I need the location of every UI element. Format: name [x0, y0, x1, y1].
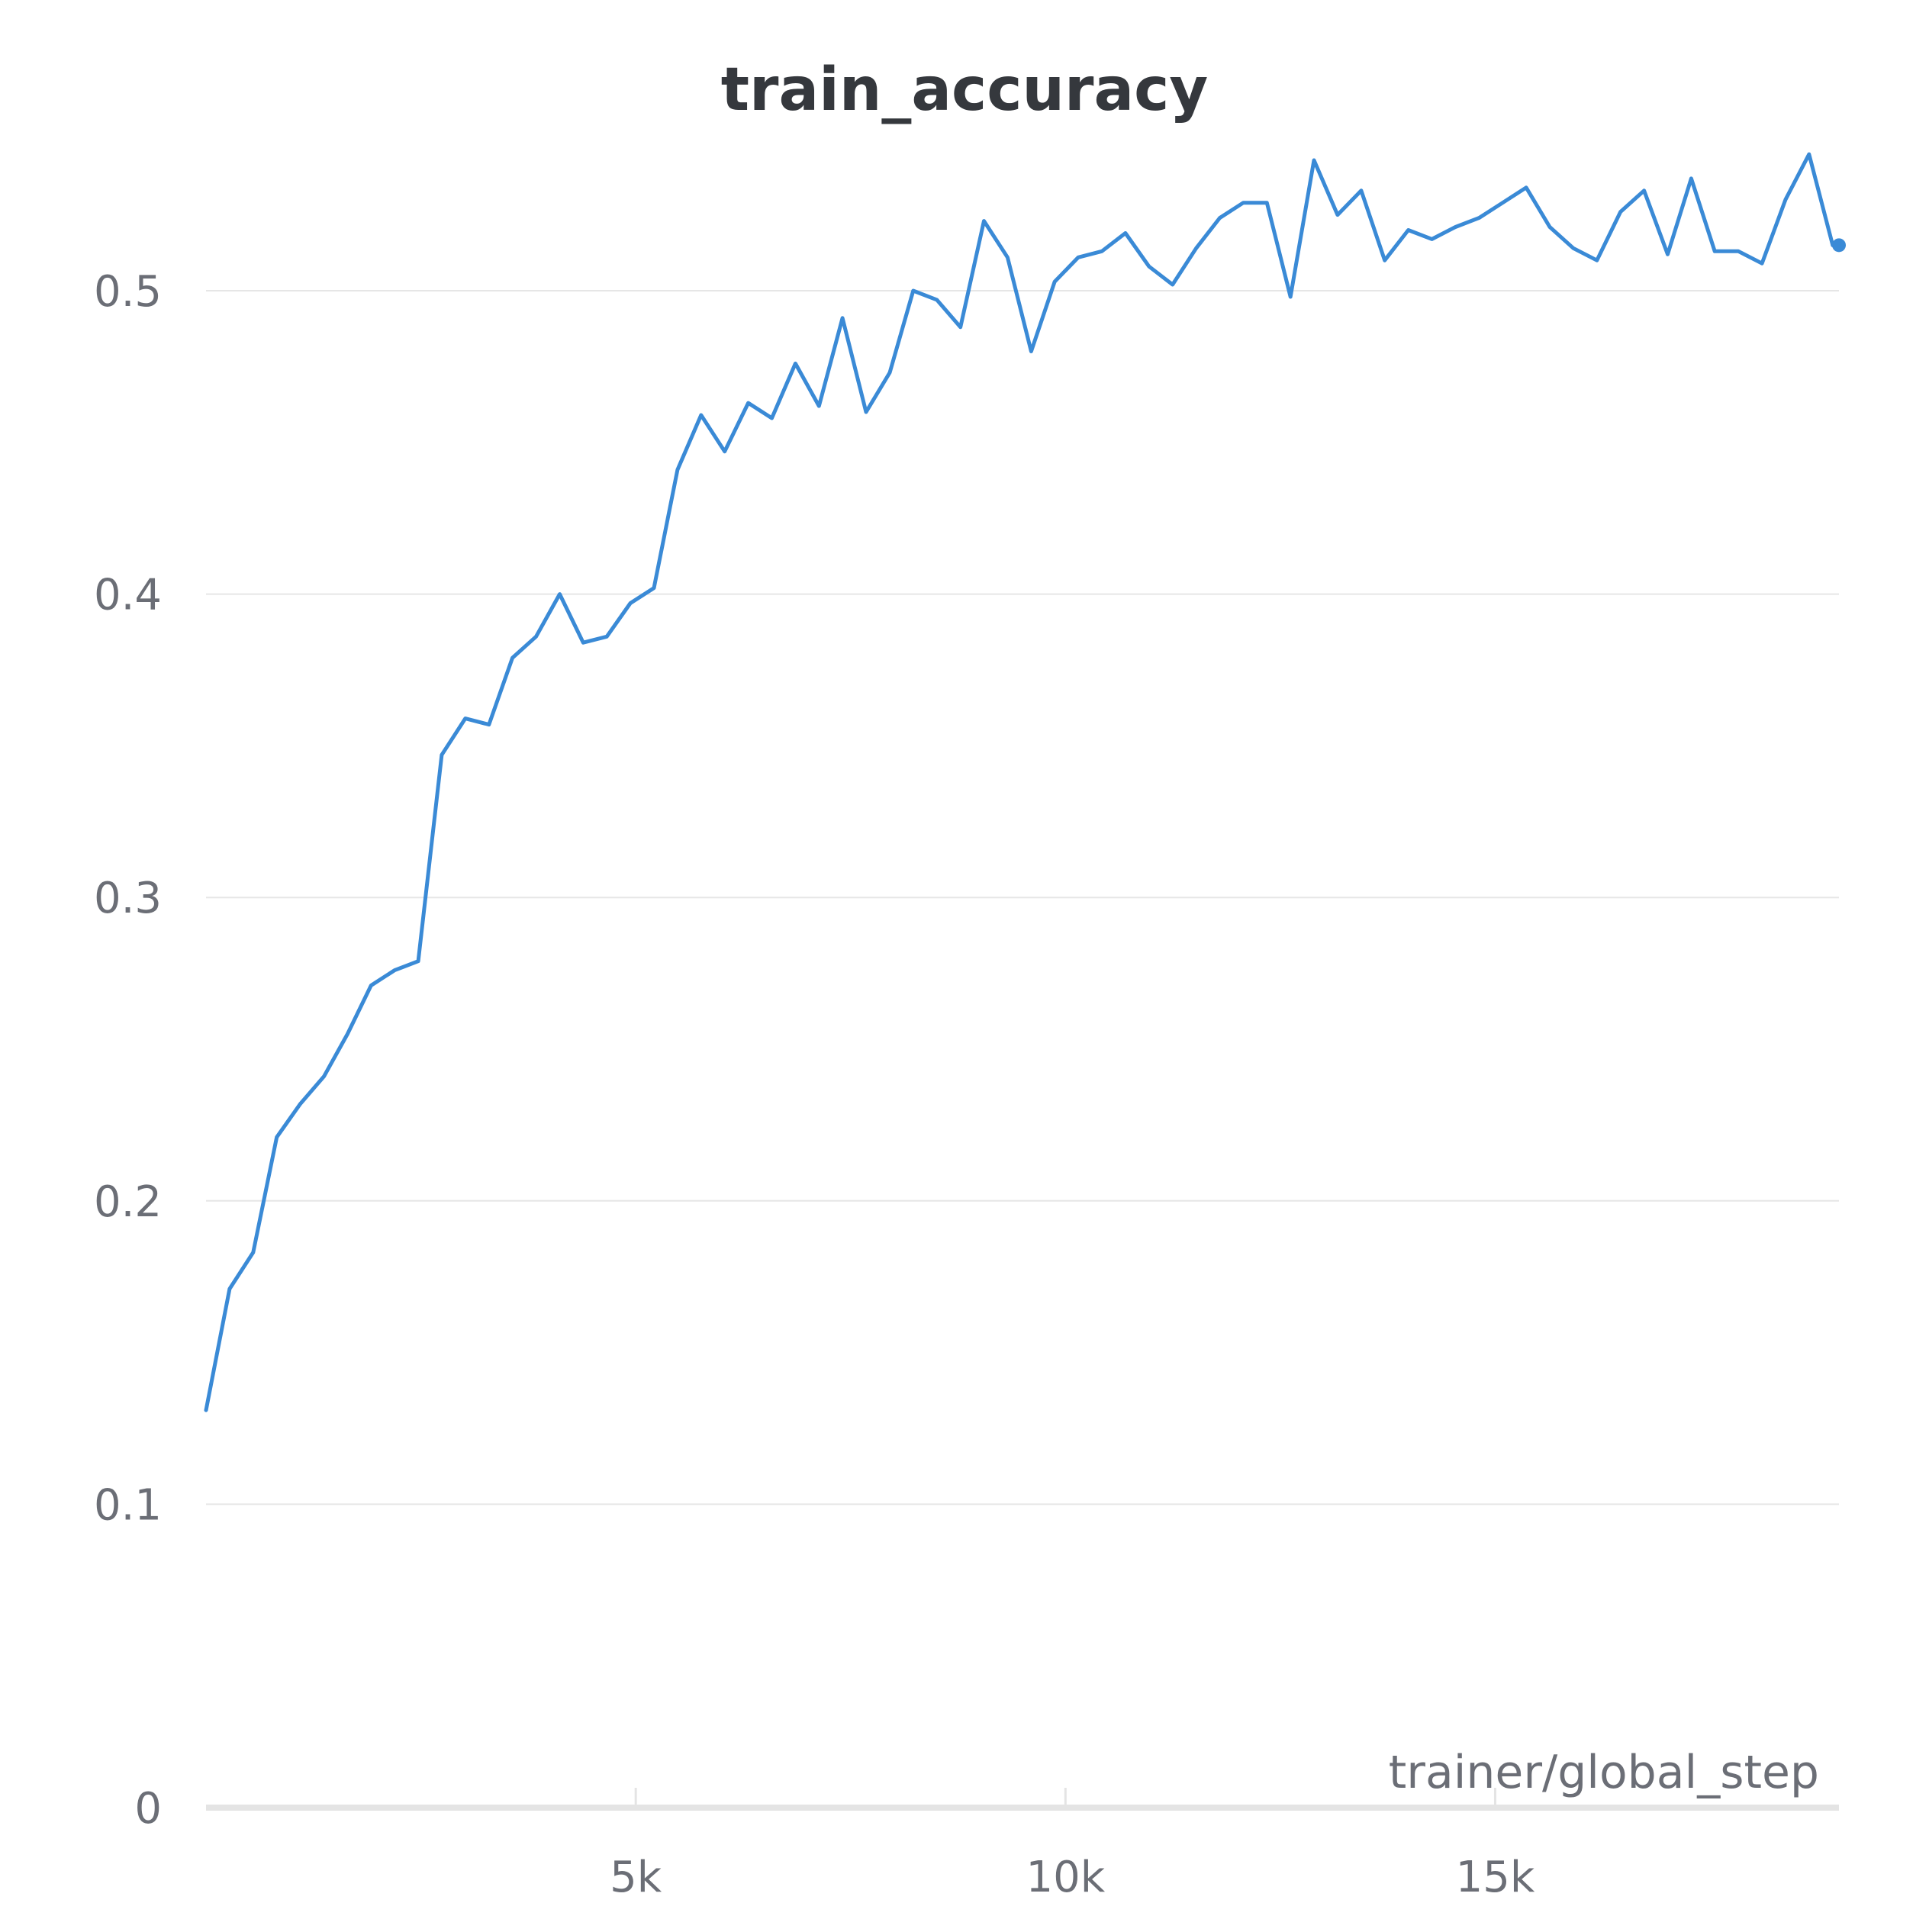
x-tick-label: 5k	[610, 1853, 662, 1902]
x-tick-label: 10k	[1026, 1853, 1105, 1902]
y-axis-tick-labels: 0 0.1 0.2 0.3 0.4 0.5	[94, 267, 162, 1834]
y-tick-label: 0.3	[94, 874, 162, 923]
x-axis	[206, 1788, 1839, 1811]
last-point-marker[interactable]	[1832, 238, 1846, 253]
series-layer[interactable]	[204, 152, 1846, 1412]
x-axis-tick-labels: 5k 10k 15k	[610, 1853, 1535, 1902]
chart-title: train_accuracy	[721, 56, 1208, 124]
y-tick-label: 0.2	[94, 1177, 162, 1227]
y-tick-label: 0.1	[94, 1480, 162, 1530]
grid-lines	[206, 290, 1839, 1505]
y-tick-label: 0.5	[94, 267, 162, 317]
series-line-0[interactable]	[204, 152, 1841, 1412]
y-tick-label: 0.4	[94, 571, 162, 620]
x-tick-label: 15k	[1456, 1853, 1535, 1902]
y-tick-label: 0	[134, 1784, 162, 1834]
x-axis-label: trainer/global_step	[1389, 1746, 1819, 1799]
